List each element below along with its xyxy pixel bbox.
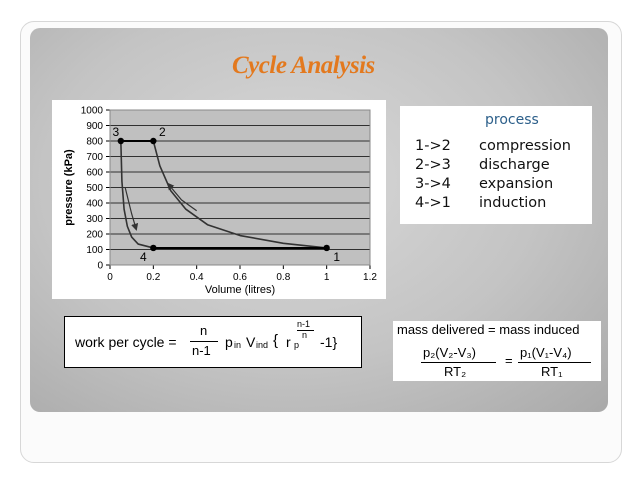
legend-stage: 2->3 (415, 157, 451, 173)
mass-right-bar (518, 362, 591, 363)
formula-frac-den: n-1 (192, 343, 211, 358)
state-point-label: 2 (159, 125, 166, 139)
legend-process: discharge (479, 157, 550, 173)
formula-exp-den: n (302, 330, 308, 340)
y-tick-label: 800 (86, 137, 103, 148)
legend-process: expansion (479, 176, 554, 192)
formula-exp-bar (297, 330, 314, 331)
legend-process: compression (479, 138, 571, 154)
x-tick-label: 0 (107, 272, 113, 283)
series-line (120, 140, 154, 249)
state-point-label: 4 (140, 250, 147, 264)
x-tick-label: 0.2 (146, 272, 160, 283)
legend-header: process (485, 112, 539, 128)
pv-chart-svg: 0 100 200 300 400 500 600 700 800 900 1000 0 0.2 0.4 0… (63, 106, 377, 297)
x-tick-label: 0.4 (190, 272, 204, 283)
legend-stage: 1->2 (415, 138, 451, 154)
y-tick-label: 100 (86, 245, 103, 256)
mass-right-num: p₁(V₁-V₄) (520, 345, 572, 360)
y-tick-label: 500 (86, 183, 103, 194)
formula-frac-num: n (200, 323, 208, 338)
state-point-label: 3 (112, 125, 119, 139)
formula-tail: -1} (320, 334, 338, 350)
y-tick-label: 400 (86, 199, 103, 210)
formula-v-sub: ind (256, 340, 269, 350)
legend-row: 4->1 induction (415, 195, 546, 211)
formula-lead: work per cycle = (75, 334, 177, 350)
formula-r-sub: p (294, 340, 300, 350)
legend-stage: 3->4 (415, 176, 451, 192)
mass-header: mass delivered = mass induced (397, 322, 580, 337)
plot-border (109, 109, 371, 266)
legend-stage: 4->1 (415, 195, 451, 211)
legend-row: 1->2 compression (415, 138, 571, 154)
y-tick-label: 300 (86, 214, 103, 225)
state-point (323, 244, 330, 252)
work-formula: work per cycle = n n-1 p in V ind { r p … (64, 316, 362, 368)
y-tick-label: 600 (86, 168, 103, 179)
mass-right-den: RT₁ (541, 364, 563, 379)
direction-arrow (124, 187, 139, 231)
formula-brace: { (273, 332, 279, 349)
formula-p-sub: in (234, 340, 242, 350)
mass-left-den: RT₂ (444, 364, 467, 379)
formula-v: V (246, 334, 256, 350)
mass-formula: mass delivered = mass induced p₂(V₂-V₃) … (393, 321, 601, 381)
direction-arrow (166, 182, 198, 212)
mass-equals: = (505, 353, 513, 368)
legend-row: 3->4 expansion (415, 176, 553, 192)
state-point (150, 244, 157, 252)
x-tick-label: 0.8 (276, 272, 290, 283)
formula-exp-num: n-1 (297, 319, 311, 329)
legend-row: 2->3 discharge (415, 157, 550, 173)
process-legend: process 1->2 compression 2->3 discharge 3-… (400, 106, 592, 224)
mass-left-bar (421, 362, 496, 363)
x-tick-label: 1 (324, 272, 330, 283)
y-tick-label: 1000 (81, 106, 104, 117)
state-point (150, 137, 157, 145)
mass-left-num: p₂(V₂-V₃) (423, 345, 476, 360)
x-tick-label: 1.2 (363, 272, 377, 283)
formula-frac-bar (190, 341, 218, 342)
slide-title: Cycle Analysis (232, 52, 375, 79)
y-tick-label: 0 (97, 261, 103, 272)
formula-r: r (286, 334, 291, 350)
y-axis-label: pressure (kPa) (63, 149, 75, 226)
state-point (117, 137, 125, 145)
x-axis-label: Volume (litres) (205, 284, 275, 296)
y-tick-label: 900 (86, 121, 103, 132)
series-line (152, 140, 327, 249)
y-tick-label: 700 (86, 152, 103, 163)
x-tick-label: 0.6 (233, 272, 247, 283)
formula-p: p (225, 334, 233, 350)
state-point-label: 1 (333, 250, 340, 264)
legend-process: induction (479, 195, 547, 211)
y-tick-label: 200 (86, 230, 103, 241)
pv-chart: 0 100 200 300 400 500 600 700 800 900 1000 0 0.2 0.4 0… (52, 100, 386, 299)
